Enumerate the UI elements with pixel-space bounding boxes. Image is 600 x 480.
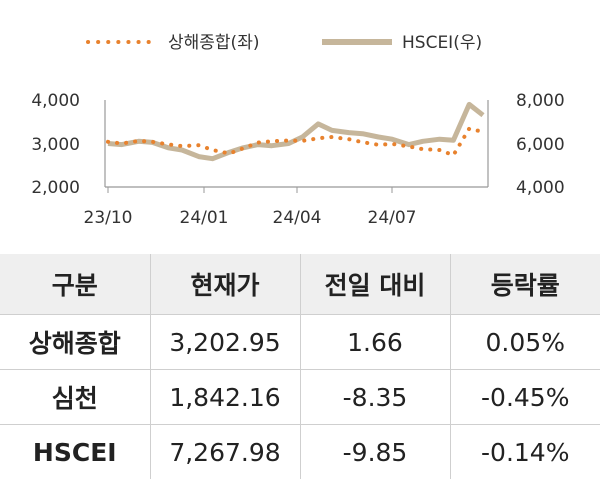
legend: 상해종합(좌) HSCEI(우) [86,33,482,53]
series-line-shanghai [106,126,485,158]
row-name: 상해종합 [0,314,150,370]
x-tick-label: 23/10 [84,208,133,228]
table-header-row: 구분 현재가 전일 대비 등락률 [0,254,600,315]
price-table-wrap: 구분 현재가 전일 대비 등락률 상해종합 3,202.95 1.66 0.05… [0,254,600,479]
left-axis-ticks: 4,000 3,000 2,000 [31,91,80,198]
x-tick-label: 24/07 [368,208,417,228]
table-row: 상해종합 3,202.95 1.66 0.05% [0,314,600,370]
right-tick-label: 4,000 [516,178,565,198]
series-layer [106,101,485,162]
row-rate: 0.05% [449,314,600,370]
legend-label-shanghai: 상해종합(좌) [168,33,259,53]
chart-svg: 상해종합(좌) HSCEI(우) 4,000 3,000 2,000 8,000… [31,33,565,228]
row-price: 7,267.98 [149,424,300,479]
x-tick-label: 24/04 [273,208,322,228]
row-rate: -0.14% [449,424,600,479]
row-change: 1.66 [299,314,450,370]
left-tick-label: 4,000 [31,91,80,111]
right-tick-label: 8,000 [516,91,565,111]
row-price: 1,842.16 [149,369,300,425]
legend-label-hscei: HSCEI(우) [402,33,482,53]
table-row: 심천 1,842.16 -8.35 -0.45% [0,369,600,425]
header-category: 구분 [0,254,150,315]
series-line-hscei [107,101,485,162]
header-change-rate: 등락률 [449,254,600,315]
x-axis-ticks: 23/10 24/01 24/04 24/07 [84,187,417,228]
header-current-price: 현재가 [149,254,300,315]
row-change: -9.85 [299,424,450,479]
row-rate: -0.45% [449,369,600,425]
chart: 상해종합(좌) HSCEI(우) 4,000 3,000 2,000 8,000… [31,33,565,228]
row-name: 심천 [0,369,150,425]
left-tick-label: 3,000 [31,135,80,155]
row-change: -8.35 [299,369,450,425]
right-tick-label: 6,000 [516,135,565,155]
x-tick-label: 24/01 [180,208,229,228]
row-name: HSCEI [0,424,150,479]
header-daily-change: 전일 대비 [299,254,450,315]
table-row: HSCEI 7,267.98 -9.85 -0.14% [0,424,600,479]
price-table: 구분 현재가 전일 대비 등락률 상해종합 3,202.95 1.66 0.05… [0,254,600,479]
left-tick-label: 2,000 [31,178,80,198]
right-axis-ticks: 8,000 6,000 4,000 [516,91,565,198]
row-price: 3,202.95 [149,314,300,370]
